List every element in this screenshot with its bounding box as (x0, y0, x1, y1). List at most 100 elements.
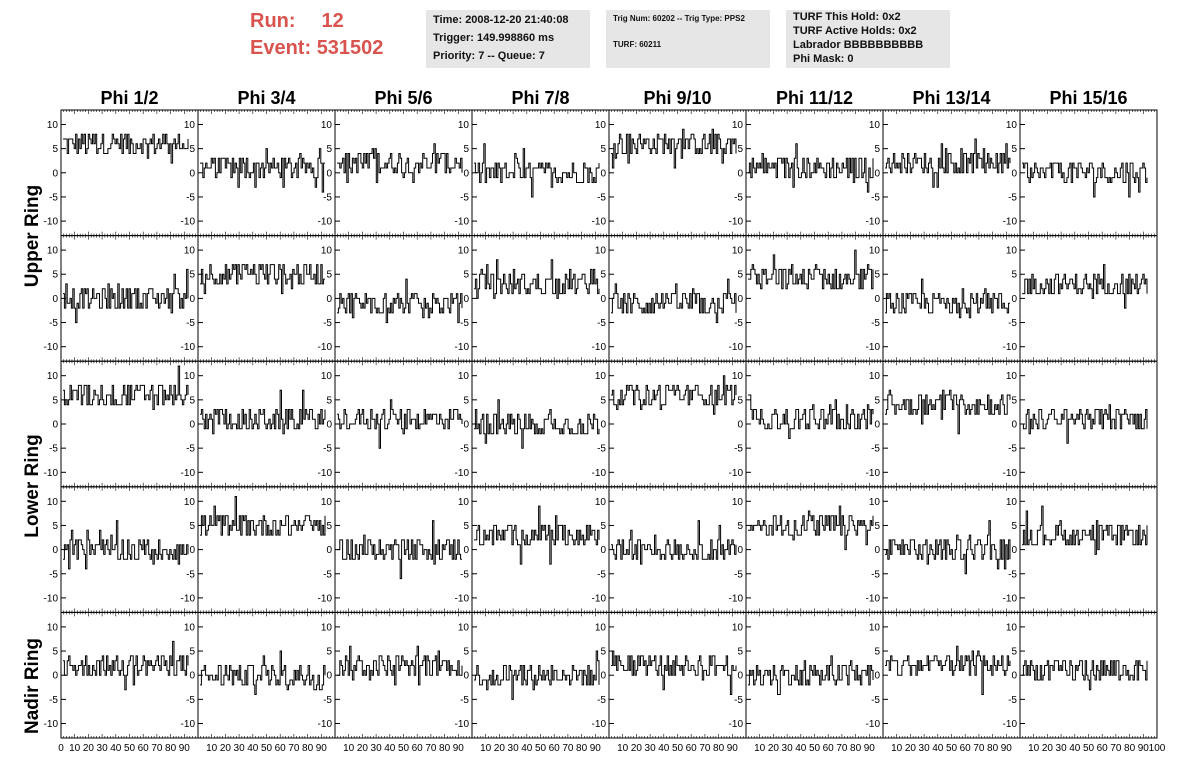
y-tick-label: 10 (458, 371, 470, 382)
waveform-trace (200, 389, 326, 435)
turf-info-box: TURF This Hold: 0x2 TURF Active Holds: 0… (786, 10, 950, 68)
y-tick-label: 5 (52, 270, 58, 281)
x-tick-label: 40 (384, 743, 396, 754)
y-tick-label: 5 (737, 521, 743, 532)
waveform-trace (748, 249, 874, 290)
x-tick-label: 80 (165, 743, 177, 754)
labrador-text: Labrador BBBBBBBBBB (793, 39, 924, 51)
panel-frame (882, 611, 1021, 739)
panel-frame (882, 360, 1021, 488)
y-tick-label: -10 (318, 719, 333, 730)
x-tick-label: 80 (1124, 743, 1136, 754)
y-tick-label: -10 (729, 468, 744, 479)
y-tick-label: -10 (866, 342, 881, 353)
y-tick-label: -5 (49, 444, 58, 455)
y-tick-label: 10 (321, 622, 333, 633)
y-tick-label: 10 (732, 371, 744, 382)
y-tick-label: 10 (184, 120, 196, 131)
time-info-box: Time: 2008-12-20 21:40:08 Trigger: 149.9… (426, 10, 590, 68)
y-tick-label: 0 (326, 545, 332, 556)
y-tick-label: -10 (592, 593, 607, 604)
y-tick-label: 5 (737, 395, 743, 406)
y-tick-label: 10 (869, 497, 881, 508)
waveform-trace (337, 399, 463, 449)
x-tick-label: 60 (275, 743, 287, 754)
y-tick-label: 0 (189, 294, 195, 305)
y-tick-label: 5 (463, 521, 469, 532)
y-tick-label: -10 (181, 217, 196, 228)
waveform-trace (885, 389, 1011, 435)
panel-frame (608, 360, 747, 488)
y-tick-label: -5 (1008, 569, 1017, 580)
waveform-trace (748, 394, 874, 439)
event-value: 531502 (316, 37, 384, 59)
trigger-text: Trigger: 149.998860 ms (433, 32, 555, 44)
y-tick-label: 5 (737, 270, 743, 281)
column-title: Phi 1/2 (100, 88, 158, 108)
y-tick-label: -5 (597, 192, 606, 203)
panel-frame (60, 611, 199, 739)
x-tick-label: 30 (97, 743, 109, 754)
y-tick-label: -5 (871, 695, 880, 706)
x-tick-label: 60 (960, 743, 972, 754)
y-tick-label: 10 (595, 497, 607, 508)
ring-label: Lower Ring (22, 434, 43, 537)
y-tick-label: 5 (463, 395, 469, 406)
y-tick-label: -5 (186, 569, 195, 580)
column-title: Phi 11/12 (776, 88, 853, 108)
x-tick-label: 60 (412, 743, 424, 754)
x-tick-label: 0 (58, 743, 64, 754)
x-tick-label: 20 (905, 743, 917, 754)
y-tick-label: 0 (874, 545, 880, 556)
turf-this-hold-text: TURF This Hold: 0x2 (793, 11, 901, 23)
y-tick-label: 0 (52, 671, 58, 682)
y-tick-label: 10 (47, 497, 59, 508)
y-tick-label: 0 (463, 671, 469, 682)
y-tick-label: -5 (734, 569, 743, 580)
panel-frame (471, 360, 610, 488)
y-tick-label: 0 (463, 545, 469, 556)
y-tick-label: 10 (1006, 497, 1018, 508)
y-tick-label: 5 (326, 144, 332, 155)
y-tick-label: -5 (49, 192, 58, 203)
y-tick-label: 5 (189, 395, 195, 406)
waveform-trace (337, 645, 463, 686)
x-tick-label: 90 (864, 743, 876, 754)
x-tick-label: 30 (371, 743, 383, 754)
y-tick-label: 10 (1006, 371, 1018, 382)
y-tick-label: -10 (44, 342, 59, 353)
y-tick-label: 5 (1011, 395, 1017, 406)
x-tick-label: 80 (302, 743, 314, 754)
trig-info-box: Trig Num: 60202 -- Trig Type: PPS2 TURF:… (606, 10, 770, 68)
y-tick-label: 0 (1011, 168, 1017, 179)
y-tick-label: 0 (874, 168, 880, 179)
y-tick-label: 5 (1011, 144, 1017, 155)
x-tick-label: 60 (686, 743, 698, 754)
y-tick-label: -5 (460, 444, 469, 455)
y-tick-label: 10 (47, 622, 59, 633)
x-tick-label: 50 (809, 743, 821, 754)
panel-frame (197, 235, 336, 362)
y-tick-label: 10 (595, 371, 607, 382)
panel-frame (608, 109, 747, 237)
x-tick-label: 40 (521, 743, 533, 754)
y-tick-label: -10 (1003, 593, 1018, 604)
y-tick-label: 5 (600, 144, 606, 155)
y-tick-label: -5 (871, 444, 880, 455)
panel-frame (60, 109, 199, 237)
y-tick-label: 5 (600, 395, 606, 406)
y-tick-label: 10 (1006, 246, 1018, 257)
x-tick-label: 90 (453, 743, 465, 754)
x-tick-label: 70 (288, 743, 300, 754)
y-tick-label: 10 (458, 246, 470, 257)
waveform-trace (337, 520, 462, 580)
y-tick-label: 5 (52, 521, 58, 532)
phi-mask-text: Phi Mask: 0 (793, 53, 854, 65)
waveform-trace (885, 278, 1010, 319)
y-tick-label: 0 (326, 294, 332, 305)
y-tick-label: 10 (595, 120, 607, 131)
x-tick-label: 30 (645, 743, 657, 754)
y-tick-label: 0 (600, 420, 606, 431)
y-tick-label: 10 (869, 622, 881, 633)
y-tick-label: 5 (1011, 270, 1017, 281)
